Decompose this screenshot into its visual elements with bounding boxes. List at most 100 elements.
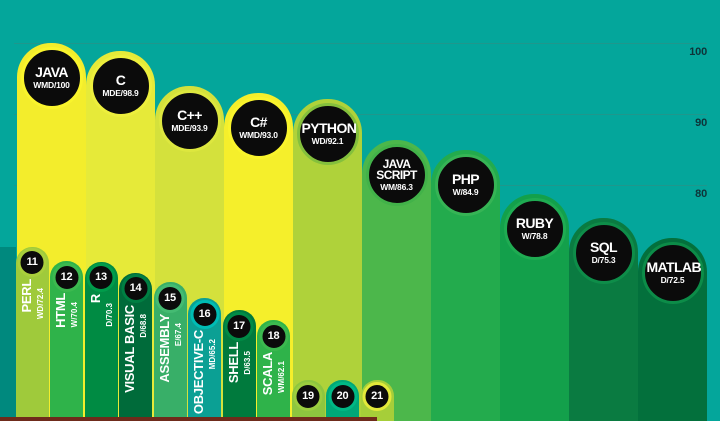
rank-number: 16 bbox=[198, 307, 211, 320]
language-score: W/78.8 bbox=[521, 230, 548, 241]
rotated-label-scala: SCALA WM/62.1 bbox=[260, 352, 286, 396]
rotated-label-shell: SHELL D/63.5 bbox=[225, 342, 252, 384]
language-name: JAVA bbox=[35, 64, 68, 80]
language-score: MDE/93.9 bbox=[171, 123, 208, 134]
language-score: WMD/100 bbox=[33, 80, 70, 90]
bar-html[interactable]: 12 HTML W/70.4 bbox=[50, 261, 83, 421]
gridline-90 bbox=[14, 114, 707, 115]
language-name: PERL bbox=[18, 278, 34, 313]
rotated-label-html: HTML W/70.4 bbox=[53, 293, 79, 329]
rank-number: 20 bbox=[336, 389, 349, 402]
rank-number: 18 bbox=[267, 329, 280, 342]
rank-badge-visual-basic[interactable]: 14 bbox=[121, 274, 150, 304]
language-badge-php[interactable]: PHP W/84.9 bbox=[434, 154, 497, 217]
bar-shell[interactable]: 17 SHELL D/63.5 bbox=[222, 310, 256, 421]
rank-badge-shell[interactable]: 17 bbox=[224, 311, 254, 341]
axis-tick-label: 90 bbox=[695, 117, 707, 129]
rank-badge-rank-20[interactable]: 20 bbox=[328, 381, 357, 411]
left-edge-shade bbox=[0, 247, 16, 421]
language-name: RUBY bbox=[515, 214, 554, 231]
language-score: D/72.5 bbox=[660, 275, 685, 286]
rank-badge-assembly[interactable]: 15 bbox=[155, 283, 185, 313]
language-name: ASSEMBLY bbox=[156, 314, 172, 384]
rank-number: 17 bbox=[233, 319, 245, 332]
language-badge-c[interactable]: C MDE/98.9 bbox=[89, 54, 152, 117]
language-name: JAVA SCRIPT bbox=[376, 156, 417, 182]
language-score: WD/72.4 bbox=[35, 287, 45, 320]
rank-badge-objective-c[interactable]: 16 bbox=[190, 299, 219, 329]
language-badge-python[interactable]: PYTHON WD/92.1 bbox=[296, 103, 359, 166]
rank-number: 14 bbox=[129, 282, 142, 295]
language-name: VISUAL BASIC bbox=[122, 304, 137, 393]
language-name: PYTHON bbox=[301, 120, 357, 137]
language-name: MATLAB bbox=[646, 259, 702, 276]
bar-java-script[interactable]: JAVA SCRIPT WM/86.3 bbox=[362, 140, 431, 421]
language-score: D/70.3 bbox=[104, 302, 114, 327]
language-badge-ruby[interactable]: RUBY W/78.8 bbox=[503, 197, 566, 260]
rotated-label-r: R D/70.3 bbox=[87, 293, 114, 327]
language-name: SHELL bbox=[225, 342, 241, 384]
language-score: WM/62.1 bbox=[277, 361, 286, 394]
bar-perl[interactable]: 11 PERL WD/72.4 bbox=[15, 246, 49, 421]
rank-badge-html[interactable]: 12 bbox=[52, 262, 81, 292]
language-name: R bbox=[87, 293, 103, 303]
language-score: WMD/93.0 bbox=[239, 129, 278, 140]
language-score: D/63.5 bbox=[242, 351, 252, 375]
bar-matlab[interactable]: MATLAB D/72.5 bbox=[638, 238, 707, 421]
language-name: HTML bbox=[53, 293, 68, 329]
rank-badge-r[interactable]: 13 bbox=[86, 263, 116, 293]
bar-r[interactable]: 13 R D/70.3 bbox=[84, 261, 118, 421]
rotated-label-visual-basic: VISUAL BASIC D/68.8 bbox=[122, 304, 148, 393]
language-badge-sql[interactable]: SQL D/75.3 bbox=[572, 222, 635, 285]
bar-rank-21[interactable]: 21 bbox=[360, 380, 394, 421]
language-score: WD/92.1 bbox=[311, 136, 344, 147]
language-score: MDE/98.9 bbox=[102, 87, 139, 98]
rotated-label-assembly: ASSEMBLY E/67.4 bbox=[156, 314, 183, 384]
language-name: SCALA bbox=[260, 352, 275, 396]
bar-sql[interactable]: SQL D/75.3 bbox=[569, 218, 638, 421]
bottom-red-strip bbox=[0, 416, 377, 421]
bar-objective-c[interactable]: 16 OBJECTIVE-C MD/65.2 bbox=[188, 298, 221, 421]
rank-number: 15 bbox=[164, 291, 176, 304]
language-name: C bbox=[115, 71, 126, 88]
language-score: D/68.8 bbox=[139, 313, 148, 338]
gridline-100 bbox=[14, 43, 707, 44]
rank-badge-rank-21[interactable]: 21 bbox=[362, 381, 392, 411]
bar-rank-20[interactable]: 20 bbox=[326, 380, 359, 421]
language-name: SQL bbox=[590, 239, 618, 256]
language-badge-java-script[interactable]: JAVA SCRIPT WM/86.3 bbox=[365, 144, 428, 207]
rank-number: 21 bbox=[371, 389, 383, 402]
bar-scala[interactable]: 18 SCALA WM/62.1 bbox=[257, 320, 290, 421]
rank-badge-rank-19[interactable]: 19 bbox=[293, 381, 323, 411]
language-name: C++ bbox=[177, 107, 202, 124]
rank-number: 19 bbox=[302, 389, 314, 402]
language-score: W/84.9 bbox=[452, 187, 479, 198]
language-name: PHP bbox=[452, 171, 480, 188]
language-score: E/67.4 bbox=[173, 323, 183, 347]
bar-rank-19[interactable]: 19 bbox=[291, 380, 325, 421]
rank-badge-scala[interactable]: 18 bbox=[259, 321, 288, 351]
language-score: MD/65.2 bbox=[208, 339, 217, 370]
language-score: D/75.3 bbox=[591, 255, 616, 266]
language-badge-c[interactable]: C# WMD/93.0 bbox=[227, 96, 290, 159]
axis-tick-label: 100 bbox=[689, 46, 707, 58]
language-name: C# bbox=[250, 113, 267, 130]
bar-ruby[interactable]: RUBY W/78.8 bbox=[500, 193, 569, 421]
bar-php[interactable]: PHP W/84.9 bbox=[431, 150, 500, 421]
bar-visual-basic[interactable]: 14 VISUAL BASIC D/68.8 bbox=[119, 272, 152, 421]
bar-assembly[interactable]: 15 ASSEMBLY E/67.4 bbox=[153, 282, 187, 421]
rank-number: 12 bbox=[60, 270, 73, 283]
axis-tick-label: 80 bbox=[695, 188, 707, 200]
rank-number: 11 bbox=[26, 256, 38, 269]
language-badge-c[interactable]: C++ MDE/93.9 bbox=[158, 90, 221, 153]
language-score: WM/86.3 bbox=[380, 181, 413, 192]
language-badge-matlab[interactable]: MATLAB D/72.5 bbox=[641, 242, 704, 305]
rank-number: 13 bbox=[95, 271, 107, 284]
bar-python[interactable]: PYTHON WD/92.1 bbox=[293, 99, 362, 421]
language-badge-java[interactable]: JAVA WMD/100 bbox=[20, 47, 83, 109]
rank-badge-perl[interactable]: 11 bbox=[17, 248, 47, 278]
rotated-label-perl: PERL WD/72.4 bbox=[18, 278, 45, 320]
rotated-label-objective-c: OBJECTIVE-C MD/65.2 bbox=[191, 330, 217, 415]
language-name: OBJECTIVE-C bbox=[191, 330, 206, 415]
